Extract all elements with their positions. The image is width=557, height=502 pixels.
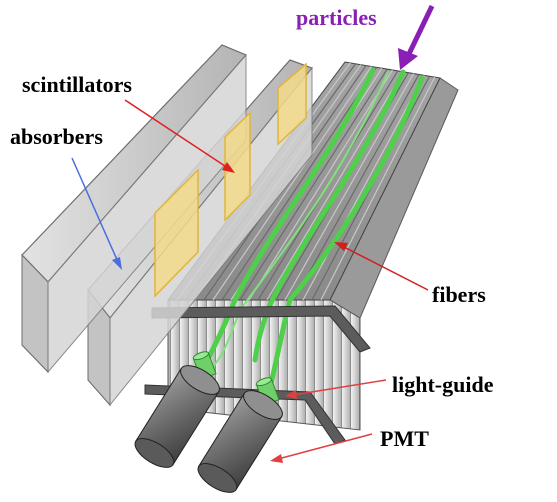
scintillator-tile-1 — [154, 168, 199, 298]
scintillators-arrow-head — [222, 162, 235, 173]
light-guide-label: light-guide — [392, 372, 494, 397]
particles-label: particles — [296, 5, 377, 30]
scintillators-label: scintillators — [22, 72, 132, 97]
pmt-arrow-head — [270, 454, 283, 463]
fibers-arrow — [341, 245, 429, 291]
top-groove-line — [212, 66, 372, 301]
fiber-1 — [202, 67, 376, 368]
pmt-arrow — [277, 433, 373, 460]
top-groove-line — [239, 68, 388, 301]
light-guide-arrow-head — [285, 390, 297, 399]
particles-arrow-head — [398, 48, 418, 70]
pmt-label: PMT — [380, 426, 429, 451]
top-groove-line — [221, 67, 378, 301]
top-groove-line — [284, 73, 415, 301]
fiber-4 — [209, 71, 389, 371]
pmt-left — [134, 365, 220, 468]
top-groove-line — [248, 69, 394, 301]
absorbers-arrow-head — [112, 257, 122, 270]
fibers-label: fibers — [432, 282, 486, 307]
scintillators-arrow — [124, 99, 229, 169]
top-groove-line — [266, 71, 404, 301]
fiber-2 — [252, 69, 406, 363]
absorbers-label: absorbers — [10, 124, 103, 149]
scintillator-tile-2 — [224, 111, 251, 222]
scintillator-tile-3 — [277, 62, 307, 146]
particles-arrow — [405, 4, 435, 58]
top-groove-line — [302, 75, 425, 301]
fiber-3 — [265, 75, 425, 398]
pmt-right — [197, 390, 283, 493]
top-groove-line — [293, 74, 420, 301]
fibers-arrow-head — [334, 242, 348, 251]
absorbers-arrow — [71, 157, 119, 263]
light-guide-arrow — [292, 379, 387, 396]
top-groove-line — [320, 76, 436, 301]
